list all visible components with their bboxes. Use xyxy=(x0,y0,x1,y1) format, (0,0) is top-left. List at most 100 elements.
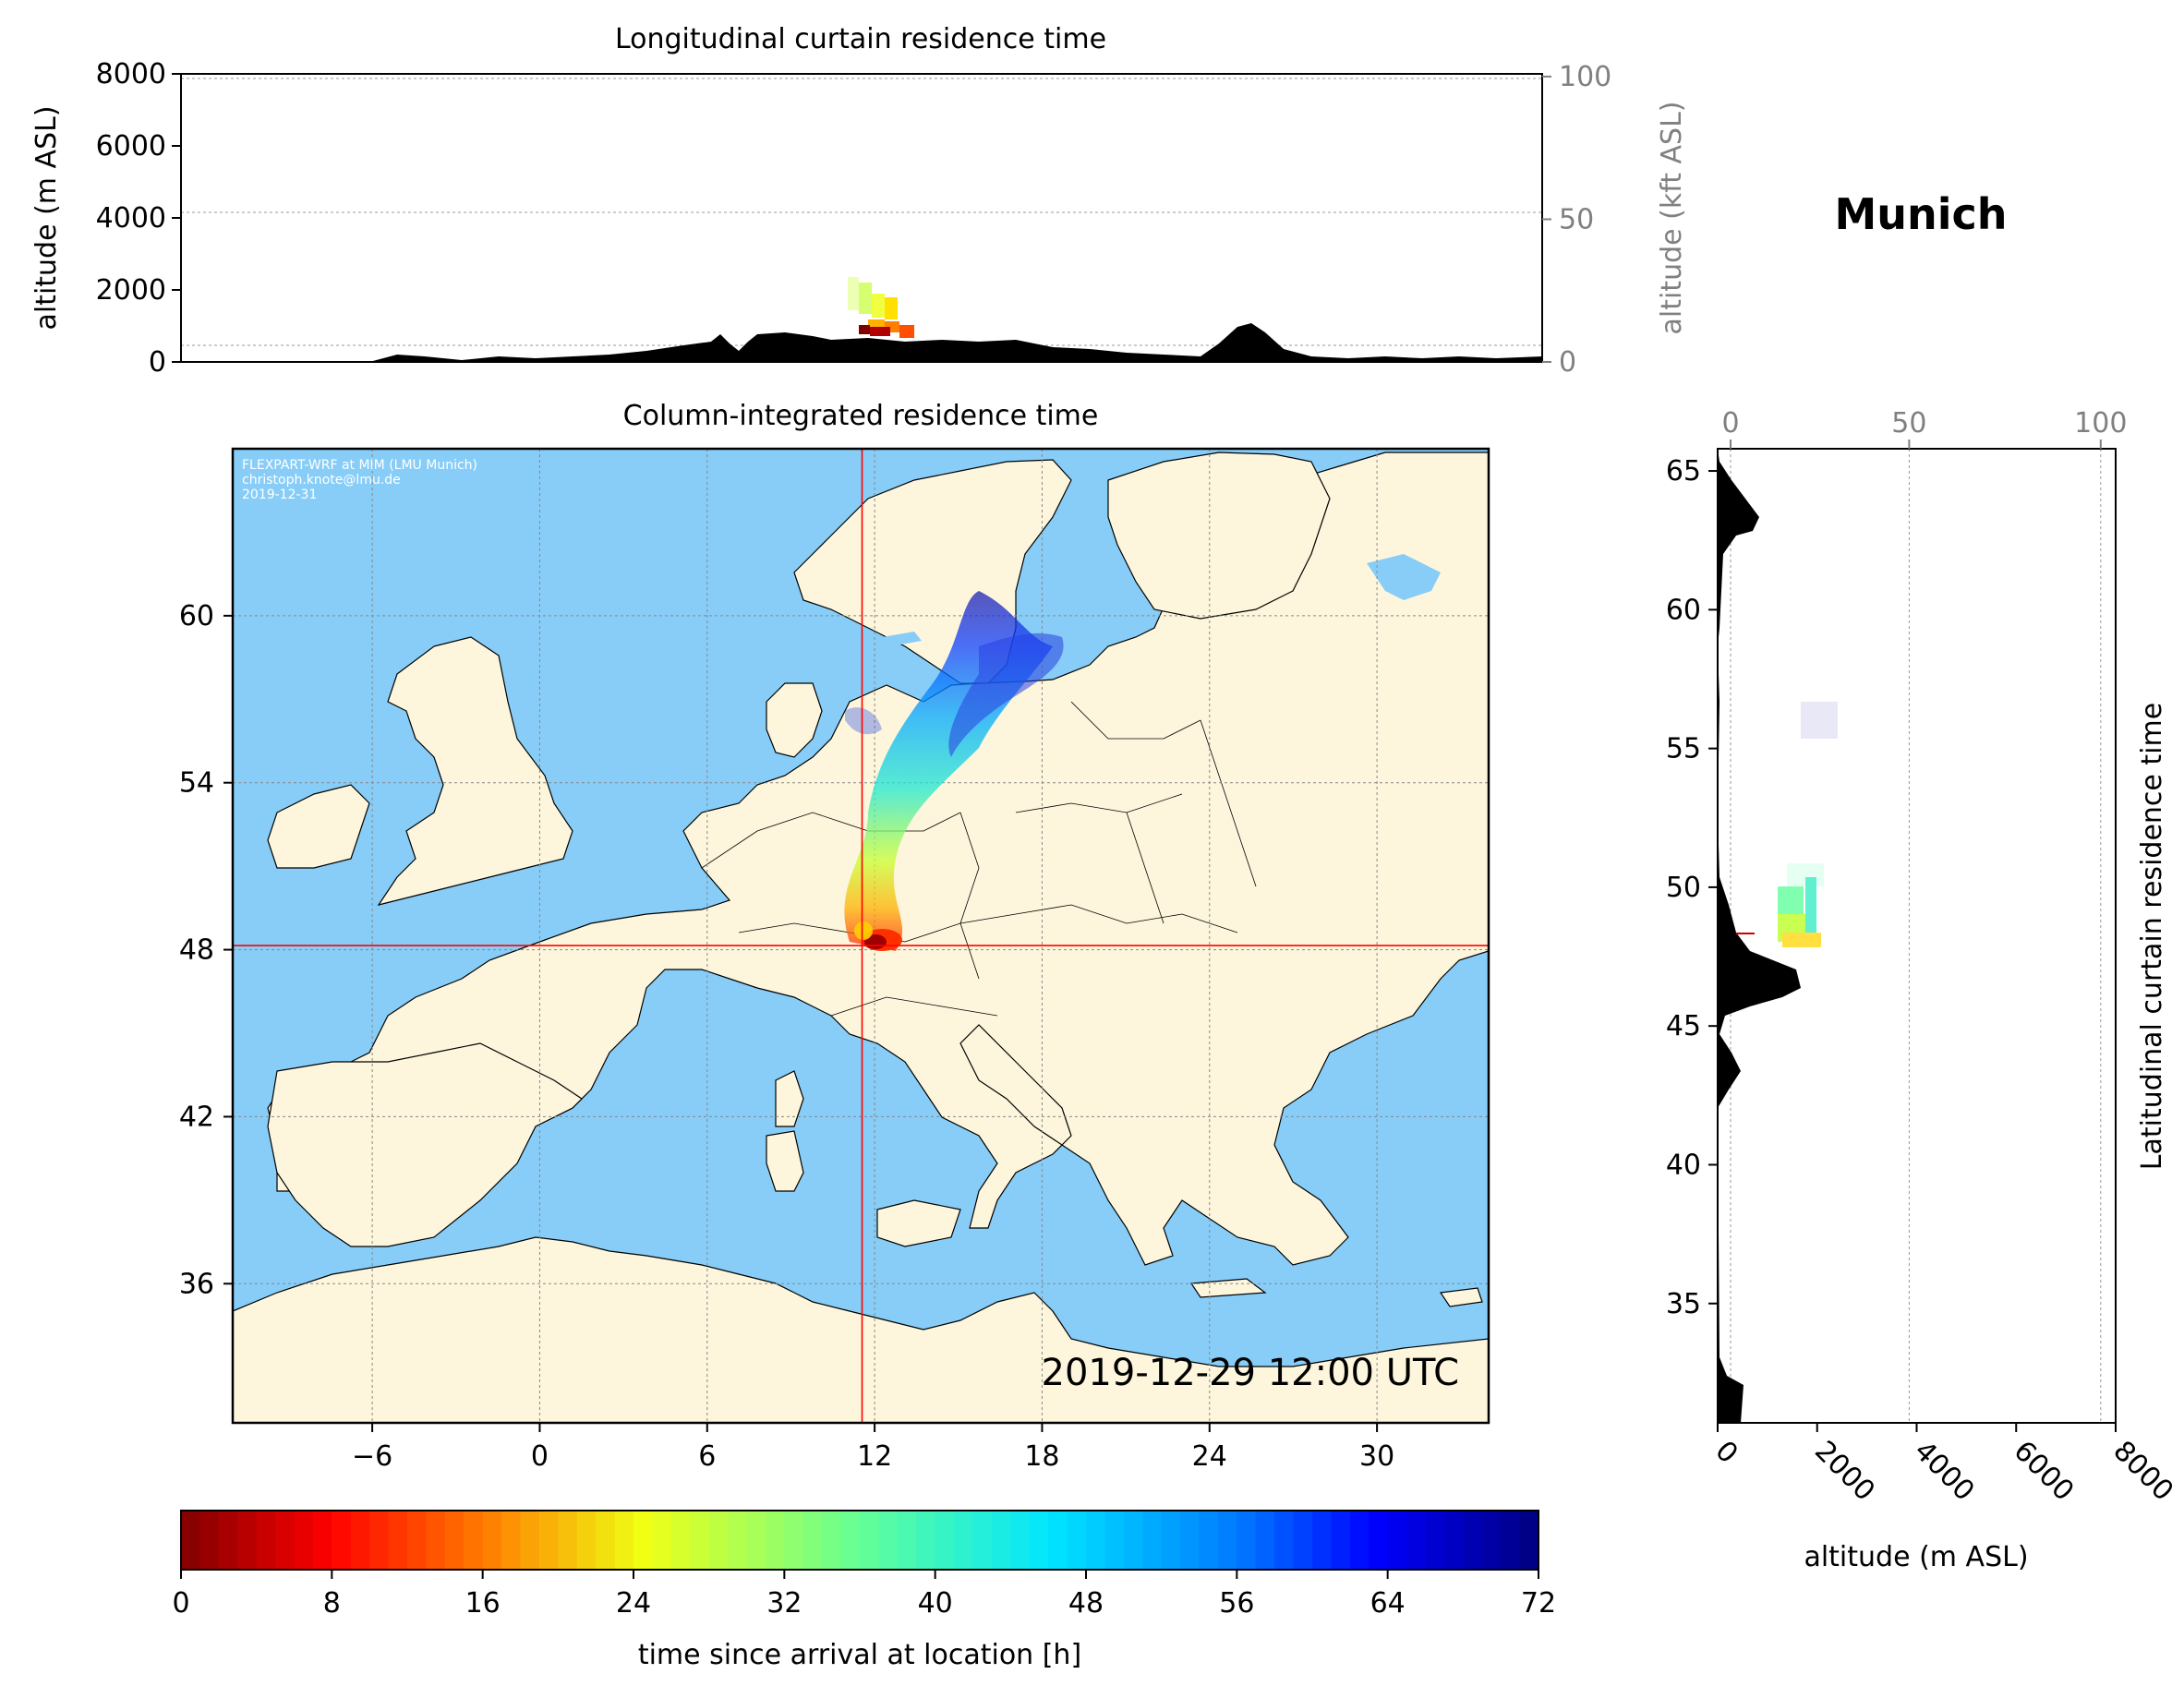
colorbar-cell xyxy=(1463,1511,1483,1570)
colorbar-tick-label: 24 xyxy=(616,1587,651,1620)
credit-text: FLEXPART-WRF at MIM (LMU Munich) christo… xyxy=(242,458,477,502)
xtick-top-label: 50 xyxy=(1891,407,1926,440)
colorbar-tick-label: 48 xyxy=(1068,1587,1104,1620)
column-integrated-map-panel: Column-integrated residence time xyxy=(179,400,1490,1473)
ytick-label: 50 xyxy=(1666,872,1701,904)
ytick-label: 2000 xyxy=(96,274,166,307)
ytick-label: 45 xyxy=(1666,1010,1701,1042)
xtick-label: 18 xyxy=(1024,1440,1059,1473)
ytick-label: 54 xyxy=(179,767,214,800)
ytick-label: 6000 xyxy=(96,130,166,163)
colorbar-cell xyxy=(822,1511,842,1570)
colorbar-cell xyxy=(708,1511,729,1570)
colorbar-cell xyxy=(916,1511,936,1570)
colorbar-cell xyxy=(558,1511,578,1570)
colorbar-cell xyxy=(1086,1511,1106,1570)
colorbar-tick-label: 72 xyxy=(1521,1587,1556,1620)
xtick-label: 24 xyxy=(1192,1440,1227,1473)
colorbar-cell xyxy=(1142,1511,1163,1570)
colorbar-cell xyxy=(802,1511,823,1570)
colorbar-cell xyxy=(1048,1511,1068,1570)
colorbar-cell xyxy=(1255,1511,1275,1570)
colorbar-cell xyxy=(1406,1511,1427,1570)
longitudinal-residence-cells xyxy=(848,277,914,338)
colorbar-cell xyxy=(388,1511,408,1570)
colorbar-cell xyxy=(538,1511,559,1570)
ytick-label: 0 xyxy=(149,346,166,379)
colorbar-cell xyxy=(275,1511,296,1570)
colorbar-cell xyxy=(1501,1511,1521,1570)
colorbar-cell xyxy=(1180,1511,1201,1570)
side-panel-gridlines xyxy=(1730,449,2102,1423)
colorbar-cell xyxy=(237,1511,258,1570)
colorbar-cell xyxy=(765,1511,785,1570)
colorbar-cell xyxy=(256,1511,276,1570)
colorbar-ticks: 0 8 16 24 32 40 48 56 64 72 xyxy=(172,1570,1556,1620)
colorbar-cell xyxy=(1369,1511,1389,1570)
longitudinal-curtain-panel: Longitudinal curtain residence time alti… xyxy=(30,23,1688,379)
location-crosshair xyxy=(233,449,1489,1423)
colorbar-cell xyxy=(369,1511,390,1570)
colorbar: 0 8 16 24 32 40 48 56 64 72 time since arrival at… xyxy=(172,1510,1556,1671)
colorbar-cell xyxy=(332,1511,352,1570)
colorbar-cell xyxy=(464,1511,484,1570)
colorbar-cell xyxy=(1349,1511,1370,1570)
xtick-top-label: 100 xyxy=(2074,407,2127,440)
colorbar-cell xyxy=(199,1511,220,1570)
top-panel-ylabel: altitude (m ASL) xyxy=(30,105,63,330)
xtick-label: 6 xyxy=(698,1440,716,1473)
colorbar-cell xyxy=(1481,1511,1502,1570)
top-panel-yticks: 0 2000 4000 6000 8000 xyxy=(96,58,181,379)
side-panel-xlabel: altitude (m ASL) xyxy=(1804,1541,2028,1573)
map-panel-title: Column-integrated residence time xyxy=(623,400,1099,432)
colorbar-cell xyxy=(1387,1511,1407,1570)
map-yticks: 36 42 48 54 60 xyxy=(179,600,233,1300)
colorbar-tick-label: 32 xyxy=(766,1587,802,1620)
colorbar-cell xyxy=(954,1511,974,1570)
colorbar-cell xyxy=(218,1511,238,1570)
ytick-right-label: 0 xyxy=(1559,346,1576,379)
ytick-label: 42 xyxy=(179,1101,214,1133)
colorbar-cell xyxy=(1519,1511,1539,1570)
colorbar-cell xyxy=(482,1511,502,1570)
xtick-label: 30 xyxy=(1359,1440,1394,1473)
colorbar-cell xyxy=(746,1511,766,1570)
latitudinal-curtain-panel: Latitudinal curtain residence time altit… xyxy=(1666,407,2179,1573)
colorbar-cell xyxy=(426,1511,446,1570)
colorbar-cell xyxy=(1274,1511,1295,1570)
colorbar-cell xyxy=(1010,1511,1031,1570)
ytick-label: 35 xyxy=(1666,1288,1701,1320)
colorbar-cell xyxy=(991,1511,1011,1570)
latitudinal-residence-cells xyxy=(1736,702,1838,947)
colorbar-cell xyxy=(1161,1511,1181,1570)
colorbar-tick-label: 56 xyxy=(1219,1587,1254,1620)
colorbar-cell xyxy=(1293,1511,1313,1570)
xtick-label: 4000 xyxy=(1908,1435,1981,1508)
location-title: Munich xyxy=(1834,189,2007,239)
colorbar-cell xyxy=(181,1511,201,1570)
colorbar-cell xyxy=(1312,1511,1333,1570)
top-panel-ylabel-right: altitude (kft ASL) xyxy=(1656,101,1688,334)
ytick-label: 60 xyxy=(179,600,214,632)
side-panel-xticks-top: 0 50 100 xyxy=(1721,407,2127,449)
colorbar-cell xyxy=(935,1511,955,1570)
map-gridlines xyxy=(233,449,1489,1423)
terrain-profile-longitudinal xyxy=(181,323,1542,362)
colorbar-cell xyxy=(860,1511,880,1570)
colorbar-cell xyxy=(670,1511,691,1570)
xtick-label: 8000 xyxy=(2106,1435,2179,1508)
map-xticks: −6 0 6 12 18 24 30 xyxy=(352,1423,1394,1473)
ytick-label: 48 xyxy=(179,934,214,967)
colorbar-cell xyxy=(1199,1511,1219,1570)
colorbar-cell xyxy=(897,1511,917,1570)
colorbar-cell xyxy=(690,1511,710,1570)
colorbar-cell xyxy=(596,1511,616,1570)
colorbar-cell xyxy=(444,1511,465,1570)
colorbar-tick-label: 16 xyxy=(465,1587,501,1620)
timestamp: 2019-12-29 12:00 UTC xyxy=(1042,1352,1459,1394)
ytick-label: 65 xyxy=(1666,455,1701,488)
xtick-label: 2000 xyxy=(1808,1435,1881,1508)
colorbar-cell xyxy=(1443,1511,1464,1570)
ytick-label: 36 xyxy=(179,1268,214,1300)
credit-line: FLEXPART-WRF at MIM (LMU Munich) xyxy=(242,458,477,473)
